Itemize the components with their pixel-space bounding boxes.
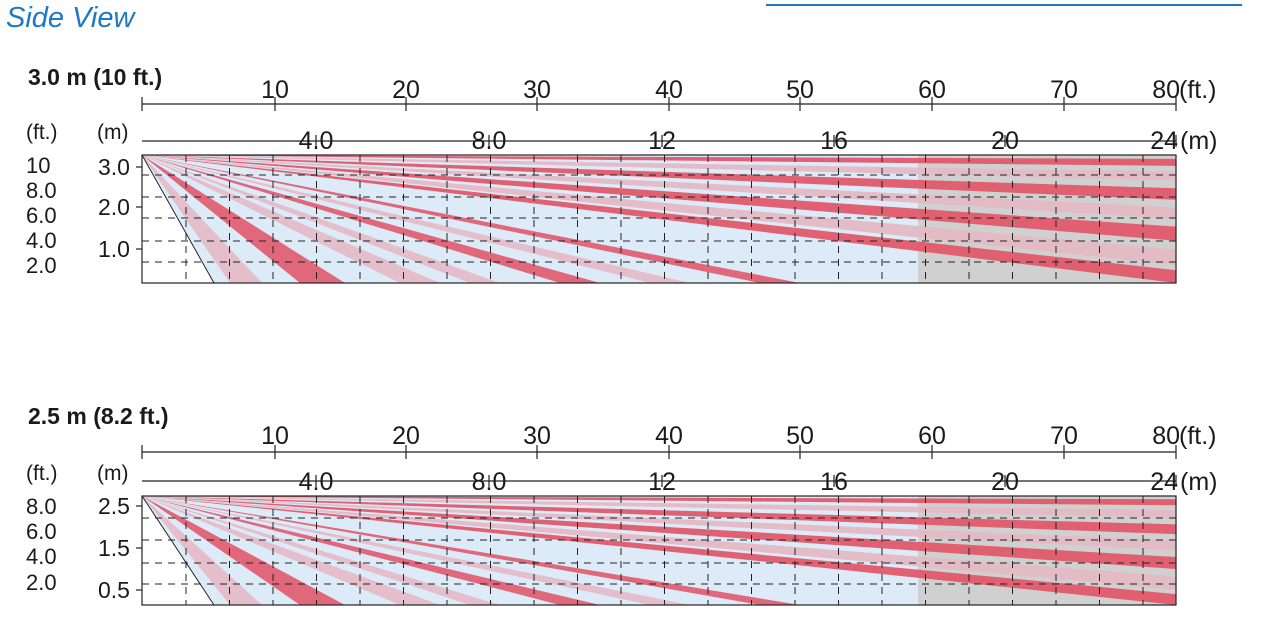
height-meter-unit: (m) <box>97 462 128 485</box>
meter-tick-label: 20 <box>991 127 1019 155</box>
header-rule <box>766 4 1242 6</box>
page-heading: Side View <box>6 2 135 34</box>
height-meter-label: 0.5 <box>98 577 130 603</box>
height-meter-label: 3.0 <box>98 154 130 180</box>
near-field-beam <box>142 155 500 283</box>
detection-beam <box>142 496 1176 518</box>
meter-tick-label: 24 <box>1150 127 1178 155</box>
detection-beam <box>142 155 1176 181</box>
feet-tick-label: 20 <box>392 422 420 450</box>
feet-tick-label: 80 <box>1152 422 1180 450</box>
detection-beam <box>142 155 1176 166</box>
floor-boundary-line <box>141 154 215 284</box>
near-field-beam <box>142 496 440 605</box>
meter-axis-unit: (m) <box>1180 127 1217 155</box>
near-field-beam <box>142 496 500 605</box>
height-feet-label: 6.0 <box>26 203 57 228</box>
detection-beam <box>142 155 1176 283</box>
height-meter-unit: (m) <box>97 121 128 144</box>
floor-boundary-line <box>141 495 215 606</box>
feet-tick-label: 30 <box>523 422 551 450</box>
feet-axis-unit: (ft.) <box>1179 76 1217 104</box>
side-view-diagram-3m: 10 20 30 40 50 60 70 80 (ft.)4.0 8.0 12 16 20 24 (m)(f… <box>26 76 1217 284</box>
meter-tick-label: 12 <box>648 468 676 496</box>
diagram-title-2-5m: 2.5 m (8.2 ft.) <box>28 403 169 429</box>
detection-beam <box>142 155 1176 266</box>
detection-beam <box>142 496 1176 570</box>
feet-tick-label: 70 <box>1050 76 1078 104</box>
detection-beam <box>142 155 1176 219</box>
height-feet-label: 2.0 <box>26 253 57 278</box>
height-meter-label: 2.5 <box>98 493 130 519</box>
near-field-beam <box>142 155 262 283</box>
diagram-title-3m: 3.0 m (10 ft.) <box>28 64 163 90</box>
meter-tick-label: 16 <box>820 468 848 496</box>
detection-beam <box>142 496 1176 590</box>
feet-axis-unit: (ft.) <box>1179 422 1217 450</box>
feet-tick-label: 50 <box>786 422 814 450</box>
meter-tick-label: 8.0 <box>472 127 507 155</box>
detection-beam <box>142 496 1176 551</box>
meter-axis-unit: (m) <box>1180 468 1217 496</box>
near-field-beam <box>142 155 600 283</box>
feet-tick-label: 60 <box>918 76 946 104</box>
feet-tick-label: 60 <box>918 422 946 450</box>
feet-tick-label: 20 <box>392 76 420 104</box>
near-field-beam <box>142 496 690 605</box>
near-field-beam <box>142 155 690 283</box>
height-meter-label: 1.0 <box>98 236 130 262</box>
detection-beam <box>142 155 1176 200</box>
near-field-beam <box>142 155 440 283</box>
height-meter-label: 2.0 <box>98 194 130 220</box>
height-feet-label: 4.0 <box>26 544 57 569</box>
diagram-frame <box>141 154 1177 284</box>
height-meter-label: 1.5 <box>98 535 130 561</box>
feet-tick-label: 50 <box>786 76 814 104</box>
height-feet-label: 10 <box>26 153 50 178</box>
height-feet-label: 8.0 <box>26 494 57 519</box>
feet-tick-label: 10 <box>261 76 289 104</box>
meter-tick-label: 24 <box>1150 468 1178 496</box>
detection-beam <box>142 496 1176 506</box>
near-field-beam <box>142 496 262 605</box>
feet-tick-label: 40 <box>655 76 683 104</box>
near-field-beam <box>142 496 345 605</box>
height-feet-unit: (ft.) <box>26 462 58 485</box>
feet-tick-label: 70 <box>1050 422 1078 450</box>
detection-beam <box>142 155 1176 241</box>
height-feet-label: 2.0 <box>26 570 57 595</box>
detection-beam <box>142 496 1176 605</box>
near-field-beam <box>142 155 800 283</box>
meter-tick-label: 4.0 <box>299 468 334 496</box>
near-field-beam <box>142 496 600 605</box>
meter-tick-label: 12 <box>648 127 676 155</box>
height-feet-label: 8.0 <box>26 178 57 203</box>
meter-tick-label: 4.0 <box>299 127 334 155</box>
feet-tick-label: 40 <box>655 422 683 450</box>
meter-tick-label: 8.0 <box>472 468 507 496</box>
detection-beam <box>142 496 1176 535</box>
feet-tick-label: 80 <box>1152 76 1180 104</box>
feet-tick-label: 10 <box>261 422 289 450</box>
meter-tick-label: 16 <box>820 127 848 155</box>
height-feet-label: 4.0 <box>26 228 57 253</box>
near-field-beam <box>142 155 345 283</box>
diagram-frame <box>141 495 1177 606</box>
height-feet-unit: (ft.) <box>26 121 58 144</box>
near-field-beam <box>142 496 800 605</box>
feet-tick-label: 30 <box>523 76 551 104</box>
height-feet-label: 6.0 <box>26 519 57 544</box>
meter-tick-label: 20 <box>991 468 1019 496</box>
